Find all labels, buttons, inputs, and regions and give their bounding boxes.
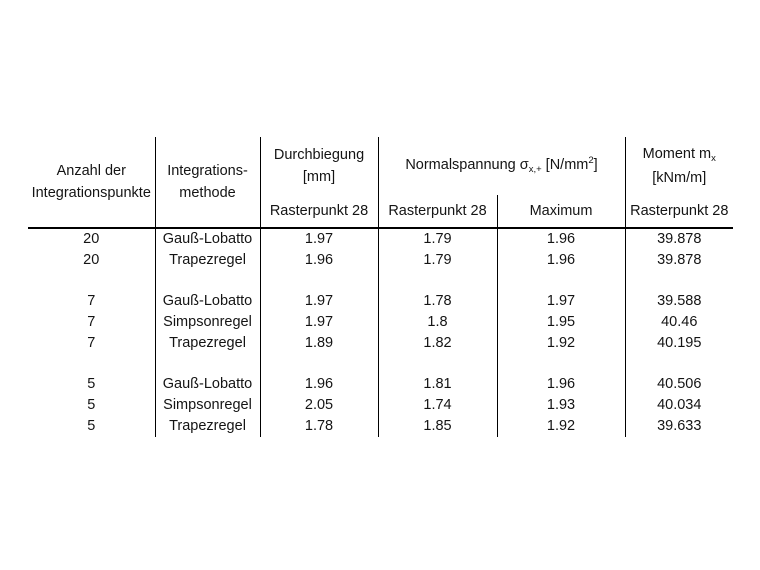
cell-deflection: 1.78 [260,416,379,437]
header-row-main: Anzahl der Integrationspunkte Integratio… [28,137,733,229]
cell-deflection: 1.96 [260,250,379,271]
col-header-integration-method: Integrations- methode [155,137,261,229]
header-line: Integrations- [167,163,248,179]
cell-stress-maximum: 1.95 [497,312,626,333]
cell-stress-rasterpunkt: 1.82 [378,333,498,354]
table-row: 5 Trapezregel 1.78 1.85 1.92 39.633 [28,416,733,437]
table-row: 20 Gauß-Lobatto 1.97 1.79 1.96 39.878 [28,228,733,250]
col-header-integration-method-text: Integrations- methode [156,153,260,211]
table-row: 5 Simpsonregel 2.05 1.74 1.93 40.034 [28,395,733,416]
stress-header-unit-close: ] [593,157,598,173]
cell-integration-points: 20 [28,250,156,271]
moment-header-subscript: x [711,153,716,164]
table-row: 5 Gauß-Lobatto 1.96 1.81 1.96 40.506 [28,374,733,395]
cell-integration-method: Trapezregel [155,416,261,437]
cell-stress-rasterpunkt: 1.81 [378,374,498,395]
cell-stress-rasterpunkt: 1.78 [378,291,498,312]
cell-moment: 40.195 [657,335,702,351]
cell-integration-method: Simpsonregel [155,312,261,333]
cell-stress-maximum: 1.92 [497,333,626,354]
cell-stress-rasterpunkt: 1.74 [378,395,498,416]
cell-integration-method: Trapezregel [155,250,261,271]
group-separator [28,354,733,374]
cell-integration-method: Gauß-Lobatto [155,374,261,395]
table-row: 20 Trapezregel 1.96 1.79 1.96 39.878 [28,250,733,271]
cell-stress-maximum: 1.96 [497,228,626,250]
cell-integration-method: Simpsonregel [155,395,261,416]
cell-moment: 39.878 [657,252,702,268]
col-header-integration-points-text: Anzahl der Integrationspunkte [28,153,155,211]
table-row: 7 Simpsonregel 1.97 1.8 1.95 40.46 [28,312,733,333]
cell-integration-points: 7 [28,312,156,333]
cell-deflection: 1.89 [260,333,379,354]
header-row-sub: Rasterpunkt 28 Rasterpunkt 28 Maximum Ra… [28,195,734,229]
header-line: [mm] [302,169,336,185]
subheader-stress-rasterpunkt: Rasterpunkt 28 [378,195,498,229]
stress-header-subscript: x,+ [528,164,542,175]
cell-integration-points: 7 [28,333,156,354]
cell-stress-rasterpunkt: 1.85 [378,416,498,437]
cell-moment: 39.878 [657,231,702,247]
cell-stress-maximum: 1.92 [497,416,626,437]
table-row: 7 Trapezregel 1.89 1.82 1.92 40.195 [28,333,733,354]
header-line: Moment mx [643,143,716,167]
cell-moment: 40.506 [657,376,702,392]
cell-integration-method: Trapezregel [155,333,261,354]
cell-deflection: 1.97 [260,312,379,333]
cell-integration-points: 5 [28,395,156,416]
col-header-normal-stress: Normalspannung σx,+ [N/mm2] [378,137,626,195]
cell-stress-maximum: 1.97 [497,291,626,312]
header-line: methode [179,185,236,201]
moment-header-text: Moment m [642,146,712,162]
cell-integration-points: 20 [28,228,156,250]
stress-header-unit-open: [N/mm [541,157,589,173]
cell-stress-rasterpunkt: 1.79 [378,228,498,250]
cell-stress-maximum: 1.96 [497,374,626,395]
cell-deflection: 1.97 [260,291,379,312]
cell-stress-maximum: 1.96 [497,250,626,271]
cell-moment: 40.034 [657,397,702,413]
header-line: Integrationspunkte [31,185,151,201]
header-line: Durchbiegung [273,147,365,163]
header-line: Anzahl der [56,163,126,179]
cell-integration-method: Gauß-Lobatto [155,228,261,250]
subheader-stress-maximum: Maximum [497,195,626,229]
subheader-deflection-rasterpunkt: Rasterpunkt 28 [260,195,379,229]
col-header-integration-points: Anzahl der Integrationspunkte [28,137,156,229]
col-header-moment-text: Moment mx [kNm/m] [626,137,734,195]
subheader-moment-rasterpunkt: Rasterpunkt 28 [625,195,734,229]
cell-moment: 39.588 [657,293,702,309]
stress-header-superscript: 2 [588,155,594,166]
cell-integration-method: Gauß-Lobatto [155,291,261,312]
cell-moment: 40.46 [661,314,698,330]
header-line: [kNm/m] [652,170,707,186]
cell-stress-maximum: 1.93 [497,395,626,416]
cell-stress-rasterpunkt: 1.79 [378,250,498,271]
col-header-deflection-text: Durchbiegung [mm] [261,137,378,195]
group-separator [28,271,733,291]
cell-integration-points: 7 [28,291,156,312]
cell-deflection: 2.05 [260,395,379,416]
cell-deflection: 1.96 [260,374,379,395]
col-header-moment: Moment mx [kNm/m] [625,137,733,195]
table-row: 7 Gauß-Lobatto 1.97 1.78 1.97 39.588 [28,291,733,312]
cell-moment: 39.633 [657,418,702,434]
cell-integration-points: 5 [28,416,156,437]
results-table: Anzahl der Integrationspunkte Integratio… [28,137,734,437]
cell-integration-points: 5 [28,374,156,395]
cell-stress-rasterpunkt: 1.8 [378,312,498,333]
col-header-deflection: Durchbiegung [mm] [260,137,379,195]
cell-deflection: 1.97 [260,228,379,250]
stress-header-text: Normalspannung σ [405,157,529,173]
